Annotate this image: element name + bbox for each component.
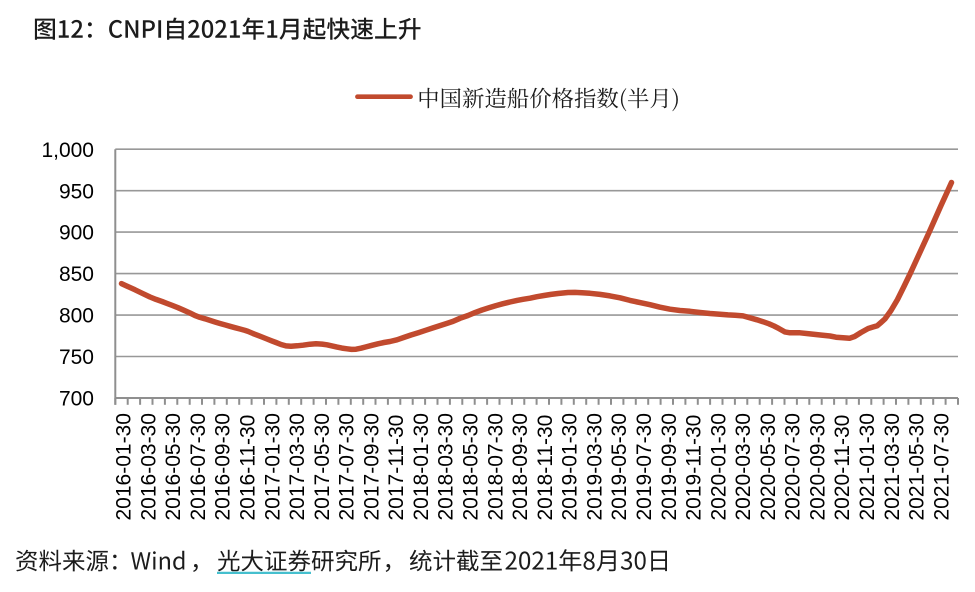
svg-text:2017-05-30: 2017-05-30 [311, 413, 334, 520]
svg-text:2018-11-30: 2018-11-30 [534, 415, 557, 521]
svg-text:2019-11-30: 2019-11-30 [683, 415, 706, 521]
svg-text:2018-03-30: 2018-03-30 [435, 413, 458, 520]
svg-text:2019-01-30: 2019-01-30 [559, 413, 582, 520]
svg-text:2020-05-30: 2020-05-30 [757, 413, 780, 520]
svg-text:2017-11-30: 2017-11-30 [385, 415, 408, 521]
svg-text:800: 800 [59, 305, 94, 328]
svg-text:2017-09-30: 2017-09-30 [360, 413, 383, 520]
svg-text:2017-01-30: 2017-01-30 [261, 413, 284, 520]
svg-text:2016-03-30: 2016-03-30 [137, 413, 160, 520]
svg-text:2018-07-30: 2018-07-30 [484, 413, 507, 520]
svg-text:2016-01-30: 2016-01-30 [113, 413, 136, 520]
svg-text:2016-05-30: 2016-05-30 [162, 413, 185, 520]
svg-text:2021-05-30: 2021-05-30 [906, 413, 929, 520]
svg-text:2021-01-30: 2021-01-30 [856, 413, 879, 520]
svg-text:1,000: 1,000 [41, 139, 94, 162]
svg-text:900: 900 [59, 222, 94, 245]
svg-text:750: 750 [59, 346, 94, 369]
svg-text:2019-07-30: 2019-07-30 [633, 413, 656, 520]
svg-text:2016-09-30: 2016-09-30 [212, 413, 235, 520]
svg-text:2019-09-30: 2019-09-30 [658, 413, 681, 520]
svg-text:2019-03-30: 2019-03-30 [583, 413, 606, 520]
svg-text:2016-11-30: 2016-11-30 [237, 415, 260, 521]
svg-text:2020-07-30: 2020-07-30 [782, 413, 805, 520]
svg-text:2021-07-30: 2021-07-30 [930, 413, 953, 520]
svg-text:2018-05-30: 2018-05-30 [460, 413, 483, 520]
svg-text:850: 850 [59, 263, 94, 286]
svg-text:2020-03-30: 2020-03-30 [732, 413, 755, 520]
svg-text:2020-11-30: 2020-11-30 [831, 415, 854, 521]
svg-text:2018-09-30: 2018-09-30 [509, 413, 532, 520]
svg-text:2020-01-30: 2020-01-30 [707, 413, 730, 520]
svg-text:2016-07-30: 2016-07-30 [187, 413, 210, 520]
svg-text:2018-01-30: 2018-01-30 [410, 413, 433, 520]
svg-text:2019-05-30: 2019-05-30 [608, 413, 631, 520]
svg-text:2020-09-30: 2020-09-30 [806, 413, 829, 520]
svg-text:950: 950 [59, 180, 94, 203]
svg-text:2017-03-30: 2017-03-30 [286, 413, 309, 520]
svg-text:2017-07-30: 2017-07-30 [336, 413, 359, 520]
svg-text:2021-03-30: 2021-03-30 [881, 413, 904, 520]
svg-text:700: 700 [59, 388, 94, 411]
